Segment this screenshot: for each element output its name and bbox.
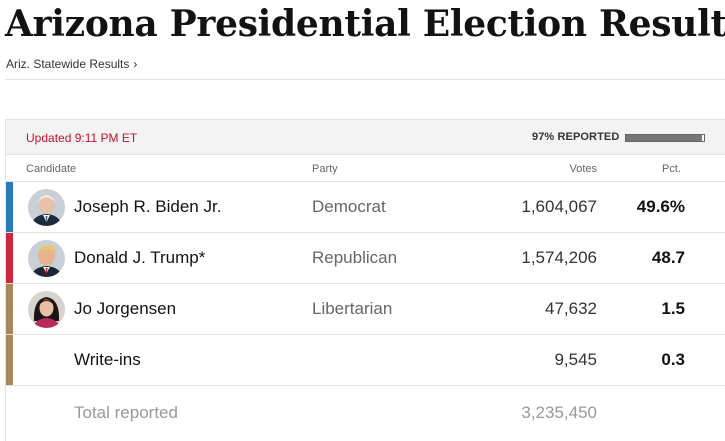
column-header-votes: Votes xyxy=(569,163,597,175)
reported-progress-fill xyxy=(626,135,702,141)
table-row: Jo Jorgensen Libertarian 47,632 1.5 xyxy=(6,284,725,335)
candidate-avatar xyxy=(28,240,65,277)
candidate-votes: 1,574,206 xyxy=(521,248,597,267)
divider xyxy=(5,79,725,80)
candidate-pct: 0.3 xyxy=(661,350,685,369)
results-table: Updated 9:11 PM ET 97% REPORTED Candidat… xyxy=(5,119,725,441)
candidate-party: Democrat xyxy=(312,197,386,216)
candidate-name: Joseph R. Biden Jr. xyxy=(74,197,222,216)
party-color-stripe xyxy=(6,233,13,283)
candidate-votes: 1,604,067 xyxy=(521,197,597,216)
total-label: Total reported xyxy=(74,403,178,422)
candidate-votes: 47,632 xyxy=(545,299,597,318)
column-headers: Candidate Party Votes Pct. xyxy=(6,155,725,182)
candidate-name: Write-ins xyxy=(74,350,141,369)
party-color-stripe xyxy=(6,182,13,232)
total-row: Total reported 3,235,450 xyxy=(6,386,725,440)
results-status-bar: Updated 9:11 PM ET 97% REPORTED xyxy=(6,120,725,155)
candidate-party: Libertarian xyxy=(312,299,393,318)
candidate-name: Donald J. Trump* xyxy=(74,248,206,267)
reported-progress-bar xyxy=(625,134,705,142)
column-header-pct: Pct. xyxy=(662,163,681,175)
column-header-party: Party xyxy=(312,163,338,175)
candidate-pct: 1.5 xyxy=(661,299,685,318)
breadcrumb-label: Ariz. Statewide Results xyxy=(6,57,130,71)
candidate-avatar xyxy=(28,291,65,328)
page-title: Arizona Presidential Election Results xyxy=(5,3,725,45)
total-votes: 3,235,450 xyxy=(521,403,597,422)
candidate-pct: 48.7 xyxy=(651,248,685,267)
party-color-stripe xyxy=(6,335,13,385)
table-row: Donald J. Trump* Republican 1,574,206 48… xyxy=(6,233,725,284)
candidate-avatar xyxy=(28,189,65,226)
breadcrumb-link[interactable]: Ariz. Statewide Results › xyxy=(6,57,137,71)
table-row: Write-ins 9,545 0.3 xyxy=(6,335,725,386)
table-row: Joseph R. Biden Jr. Democrat 1,604,067 4… xyxy=(6,182,725,233)
updated-timestamp: Updated 9:11 PM ET xyxy=(26,131,138,145)
chevron-right-icon: › xyxy=(133,57,138,71)
column-header-candidate: Candidate xyxy=(26,163,77,175)
candidate-pct: 49.6% xyxy=(636,197,685,216)
reported-label: 97% REPORTED xyxy=(532,131,620,143)
candidate-votes: 9,545 xyxy=(554,350,597,369)
party-color-stripe xyxy=(6,284,13,334)
candidate-name: Jo Jorgensen xyxy=(74,299,177,318)
candidate-party: Republican xyxy=(312,248,398,267)
